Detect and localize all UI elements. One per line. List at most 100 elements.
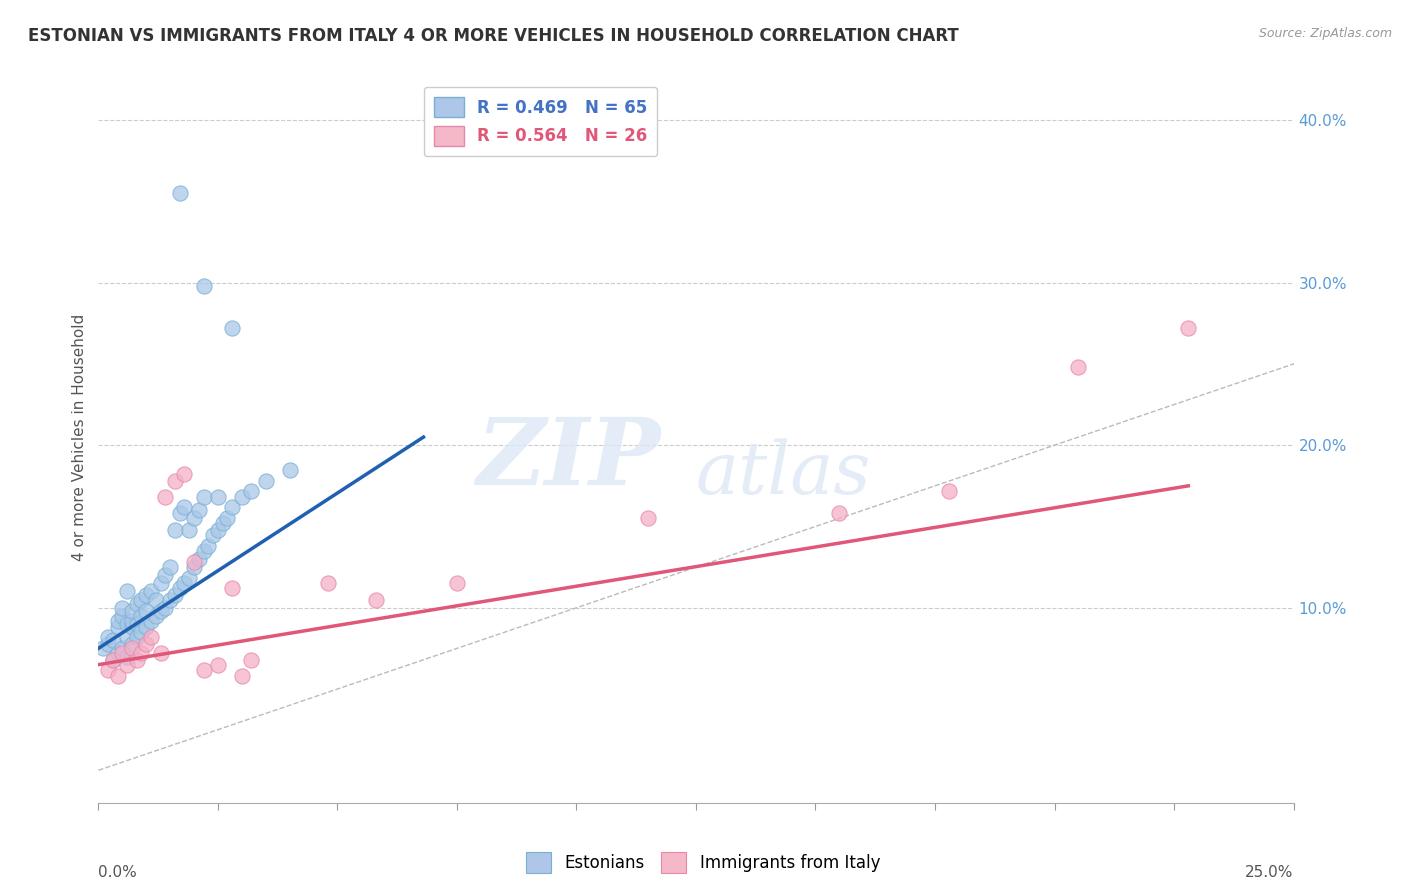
- Text: 25.0%: 25.0%: [1246, 865, 1294, 880]
- Point: [637, 511, 659, 525]
- Point: [828, 507, 851, 521]
- Legend: Estonians, Immigrants from Italy: Estonians, Immigrants from Italy: [519, 846, 887, 880]
- Point: [135, 588, 157, 602]
- Point: [187, 503, 209, 517]
- Point: [125, 630, 148, 644]
- Point: [173, 500, 195, 514]
- Point: [155, 600, 177, 615]
- Point: [125, 653, 148, 667]
- Point: [207, 490, 229, 504]
- Point: [135, 620, 157, 634]
- Point: [121, 620, 143, 634]
- Text: ESTONIAN VS IMMIGRANTS FROM ITALY 4 OR MORE VEHICLES IN HOUSEHOLD CORRELATION CH: ESTONIAN VS IMMIGRANTS FROM ITALY 4 OR M…: [28, 27, 959, 45]
- Point: [101, 653, 124, 667]
- Point: [278, 462, 301, 476]
- Point: [97, 636, 120, 650]
- Text: atlas: atlas: [696, 438, 872, 509]
- Point: [197, 539, 219, 553]
- Point: [131, 625, 153, 640]
- Point: [135, 604, 157, 618]
- Point: [115, 584, 138, 599]
- Point: [121, 641, 143, 656]
- Point: [149, 646, 172, 660]
- Point: [149, 604, 172, 618]
- Text: 0.0%: 0.0%: [98, 865, 138, 880]
- Point: [97, 663, 120, 677]
- Point: [202, 527, 225, 541]
- Text: Source: ZipAtlas.com: Source: ZipAtlas.com: [1258, 27, 1392, 40]
- Point: [207, 523, 229, 537]
- Point: [115, 617, 138, 632]
- Point: [240, 483, 263, 498]
- Point: [115, 657, 138, 672]
- Point: [97, 630, 120, 644]
- Point: [163, 474, 186, 488]
- Point: [193, 544, 215, 558]
- Point: [163, 588, 186, 602]
- Point: [169, 507, 191, 521]
- Point: [139, 584, 162, 599]
- Point: [107, 614, 129, 628]
- Point: [145, 608, 167, 623]
- Point: [115, 649, 138, 664]
- Point: [125, 617, 148, 632]
- Point: [131, 646, 153, 660]
- Point: [1177, 321, 1199, 335]
- Point: [115, 630, 138, 644]
- Point: [111, 600, 134, 615]
- Point: [173, 576, 195, 591]
- Point: [155, 490, 177, 504]
- Point: [938, 483, 960, 498]
- Point: [254, 474, 277, 488]
- Point: [364, 592, 387, 607]
- Point: [121, 614, 143, 628]
- Point: [121, 604, 143, 618]
- Point: [107, 669, 129, 683]
- Y-axis label: 4 or more Vehicles in Household: 4 or more Vehicles in Household: [72, 313, 87, 561]
- Point: [139, 614, 162, 628]
- Point: [121, 636, 143, 650]
- Point: [217, 511, 239, 525]
- Point: [211, 516, 233, 531]
- Point: [131, 608, 153, 623]
- Point: [159, 592, 181, 607]
- Point: [187, 552, 209, 566]
- Point: [221, 321, 243, 335]
- Point: [193, 490, 215, 504]
- Legend: R = 0.469   N = 65, R = 0.564   N = 26: R = 0.469 N = 65, R = 0.564 N = 26: [423, 87, 658, 156]
- Point: [207, 657, 229, 672]
- Point: [139, 630, 162, 644]
- Point: [183, 511, 205, 525]
- Point: [135, 636, 157, 650]
- Point: [173, 467, 195, 482]
- Point: [179, 523, 201, 537]
- Point: [91, 641, 114, 656]
- Point: [221, 581, 243, 595]
- Point: [193, 279, 215, 293]
- Point: [107, 620, 129, 634]
- Point: [231, 490, 253, 504]
- Point: [107, 646, 129, 660]
- Point: [159, 560, 181, 574]
- Point: [169, 581, 191, 595]
- Point: [316, 576, 339, 591]
- Point: [231, 669, 253, 683]
- Point: [179, 572, 201, 586]
- Point: [169, 186, 191, 201]
- Point: [101, 633, 124, 648]
- Point: [221, 500, 243, 514]
- Point: [125, 598, 148, 612]
- Point: [183, 555, 205, 569]
- Point: [1067, 360, 1090, 375]
- Point: [193, 663, 215, 677]
- Point: [163, 523, 186, 537]
- Point: [155, 568, 177, 582]
- Point: [101, 653, 124, 667]
- Point: [111, 646, 134, 660]
- Point: [240, 653, 263, 667]
- Point: [145, 592, 167, 607]
- Point: [183, 560, 205, 574]
- Point: [149, 576, 172, 591]
- Point: [111, 641, 134, 656]
- Point: [131, 592, 153, 607]
